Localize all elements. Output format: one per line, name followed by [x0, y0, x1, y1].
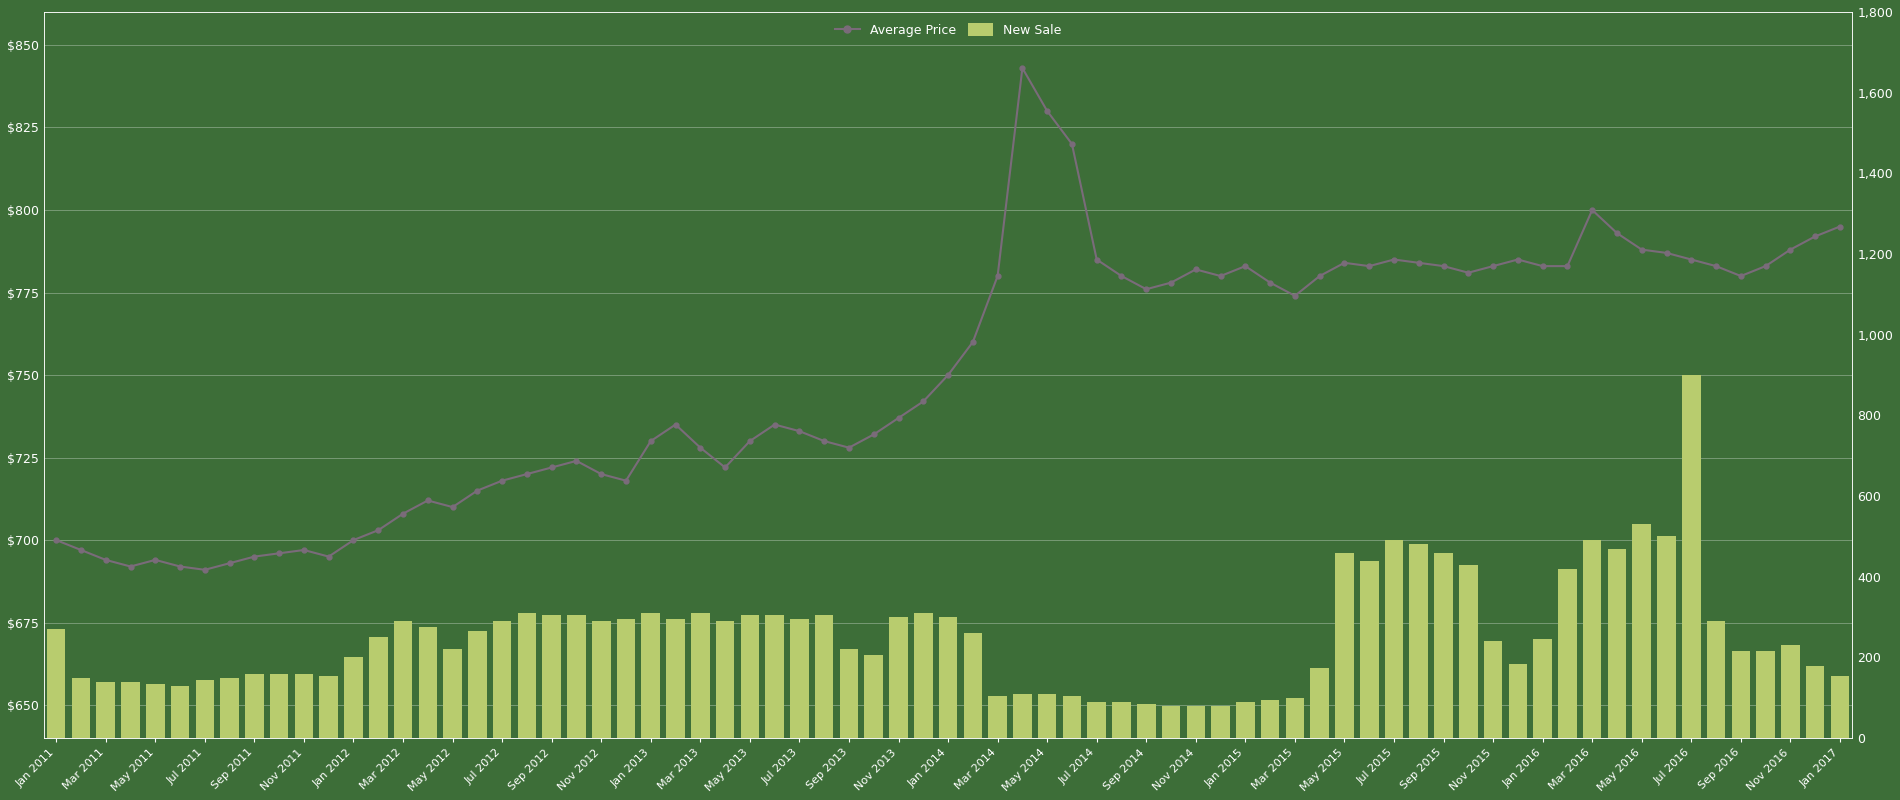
Bar	[1607, 549, 1626, 738]
Bar	[939, 617, 958, 738]
Bar	[1706, 621, 1725, 738]
Bar	[741, 615, 760, 738]
Bar	[1311, 667, 1328, 738]
Bar	[889, 617, 908, 738]
Bar	[568, 615, 585, 738]
Bar	[294, 674, 314, 738]
Bar	[1459, 565, 1478, 738]
Bar	[1731, 651, 1750, 738]
Bar	[1830, 676, 1849, 738]
Bar	[319, 676, 338, 738]
Bar	[492, 621, 511, 738]
Bar	[1062, 696, 1081, 738]
Bar	[1385, 541, 1404, 738]
Bar	[1410, 545, 1429, 738]
Bar	[418, 627, 437, 738]
Bar	[1112, 702, 1130, 738]
Bar	[467, 631, 486, 738]
Bar	[1682, 375, 1700, 738]
Bar	[171, 686, 190, 738]
Bar	[1087, 702, 1106, 738]
Bar	[196, 680, 215, 738]
Bar	[716, 621, 735, 738]
Bar	[542, 615, 560, 738]
Bar	[988, 696, 1007, 738]
Bar	[1632, 524, 1651, 738]
Bar	[146, 684, 165, 738]
Bar	[1558, 569, 1577, 738]
Bar	[1805, 666, 1824, 738]
Bar	[864, 655, 884, 738]
Bar	[443, 650, 462, 738]
Bar	[667, 619, 684, 738]
Bar	[914, 613, 933, 738]
Bar	[97, 682, 116, 738]
Bar	[593, 621, 610, 738]
Bar	[963, 634, 982, 738]
Bar	[1756, 651, 1775, 738]
Bar	[1780, 646, 1799, 738]
Legend: Average Price, New Sale: Average Price, New Sale	[830, 18, 1066, 42]
Bar	[1286, 698, 1303, 738]
Bar	[766, 615, 785, 738]
Bar	[692, 613, 709, 738]
Bar	[270, 674, 289, 738]
Bar	[1583, 541, 1602, 738]
Bar	[1533, 639, 1552, 738]
Bar	[122, 682, 141, 738]
Bar	[245, 674, 264, 738]
Bar	[393, 621, 412, 738]
Bar	[790, 619, 809, 738]
Bar	[1037, 694, 1056, 738]
Bar	[642, 613, 659, 738]
Bar	[1186, 706, 1205, 738]
Bar	[1509, 663, 1528, 738]
Bar	[815, 615, 834, 738]
Bar	[1161, 706, 1180, 738]
Bar	[72, 678, 91, 738]
Bar	[1212, 706, 1229, 738]
Bar	[840, 650, 859, 738]
Bar	[618, 619, 635, 738]
Bar	[1237, 702, 1254, 738]
Bar	[1336, 553, 1353, 738]
Bar	[220, 678, 239, 738]
Bar	[1136, 704, 1155, 738]
Bar	[1434, 553, 1454, 738]
Bar	[1360, 561, 1379, 738]
Bar	[1657, 537, 1676, 738]
Bar	[369, 638, 388, 738]
Bar	[1013, 694, 1032, 738]
Bar	[344, 658, 363, 738]
Bar	[1484, 642, 1503, 738]
Bar	[517, 613, 536, 738]
Bar	[48, 630, 65, 738]
Bar	[1262, 700, 1279, 738]
